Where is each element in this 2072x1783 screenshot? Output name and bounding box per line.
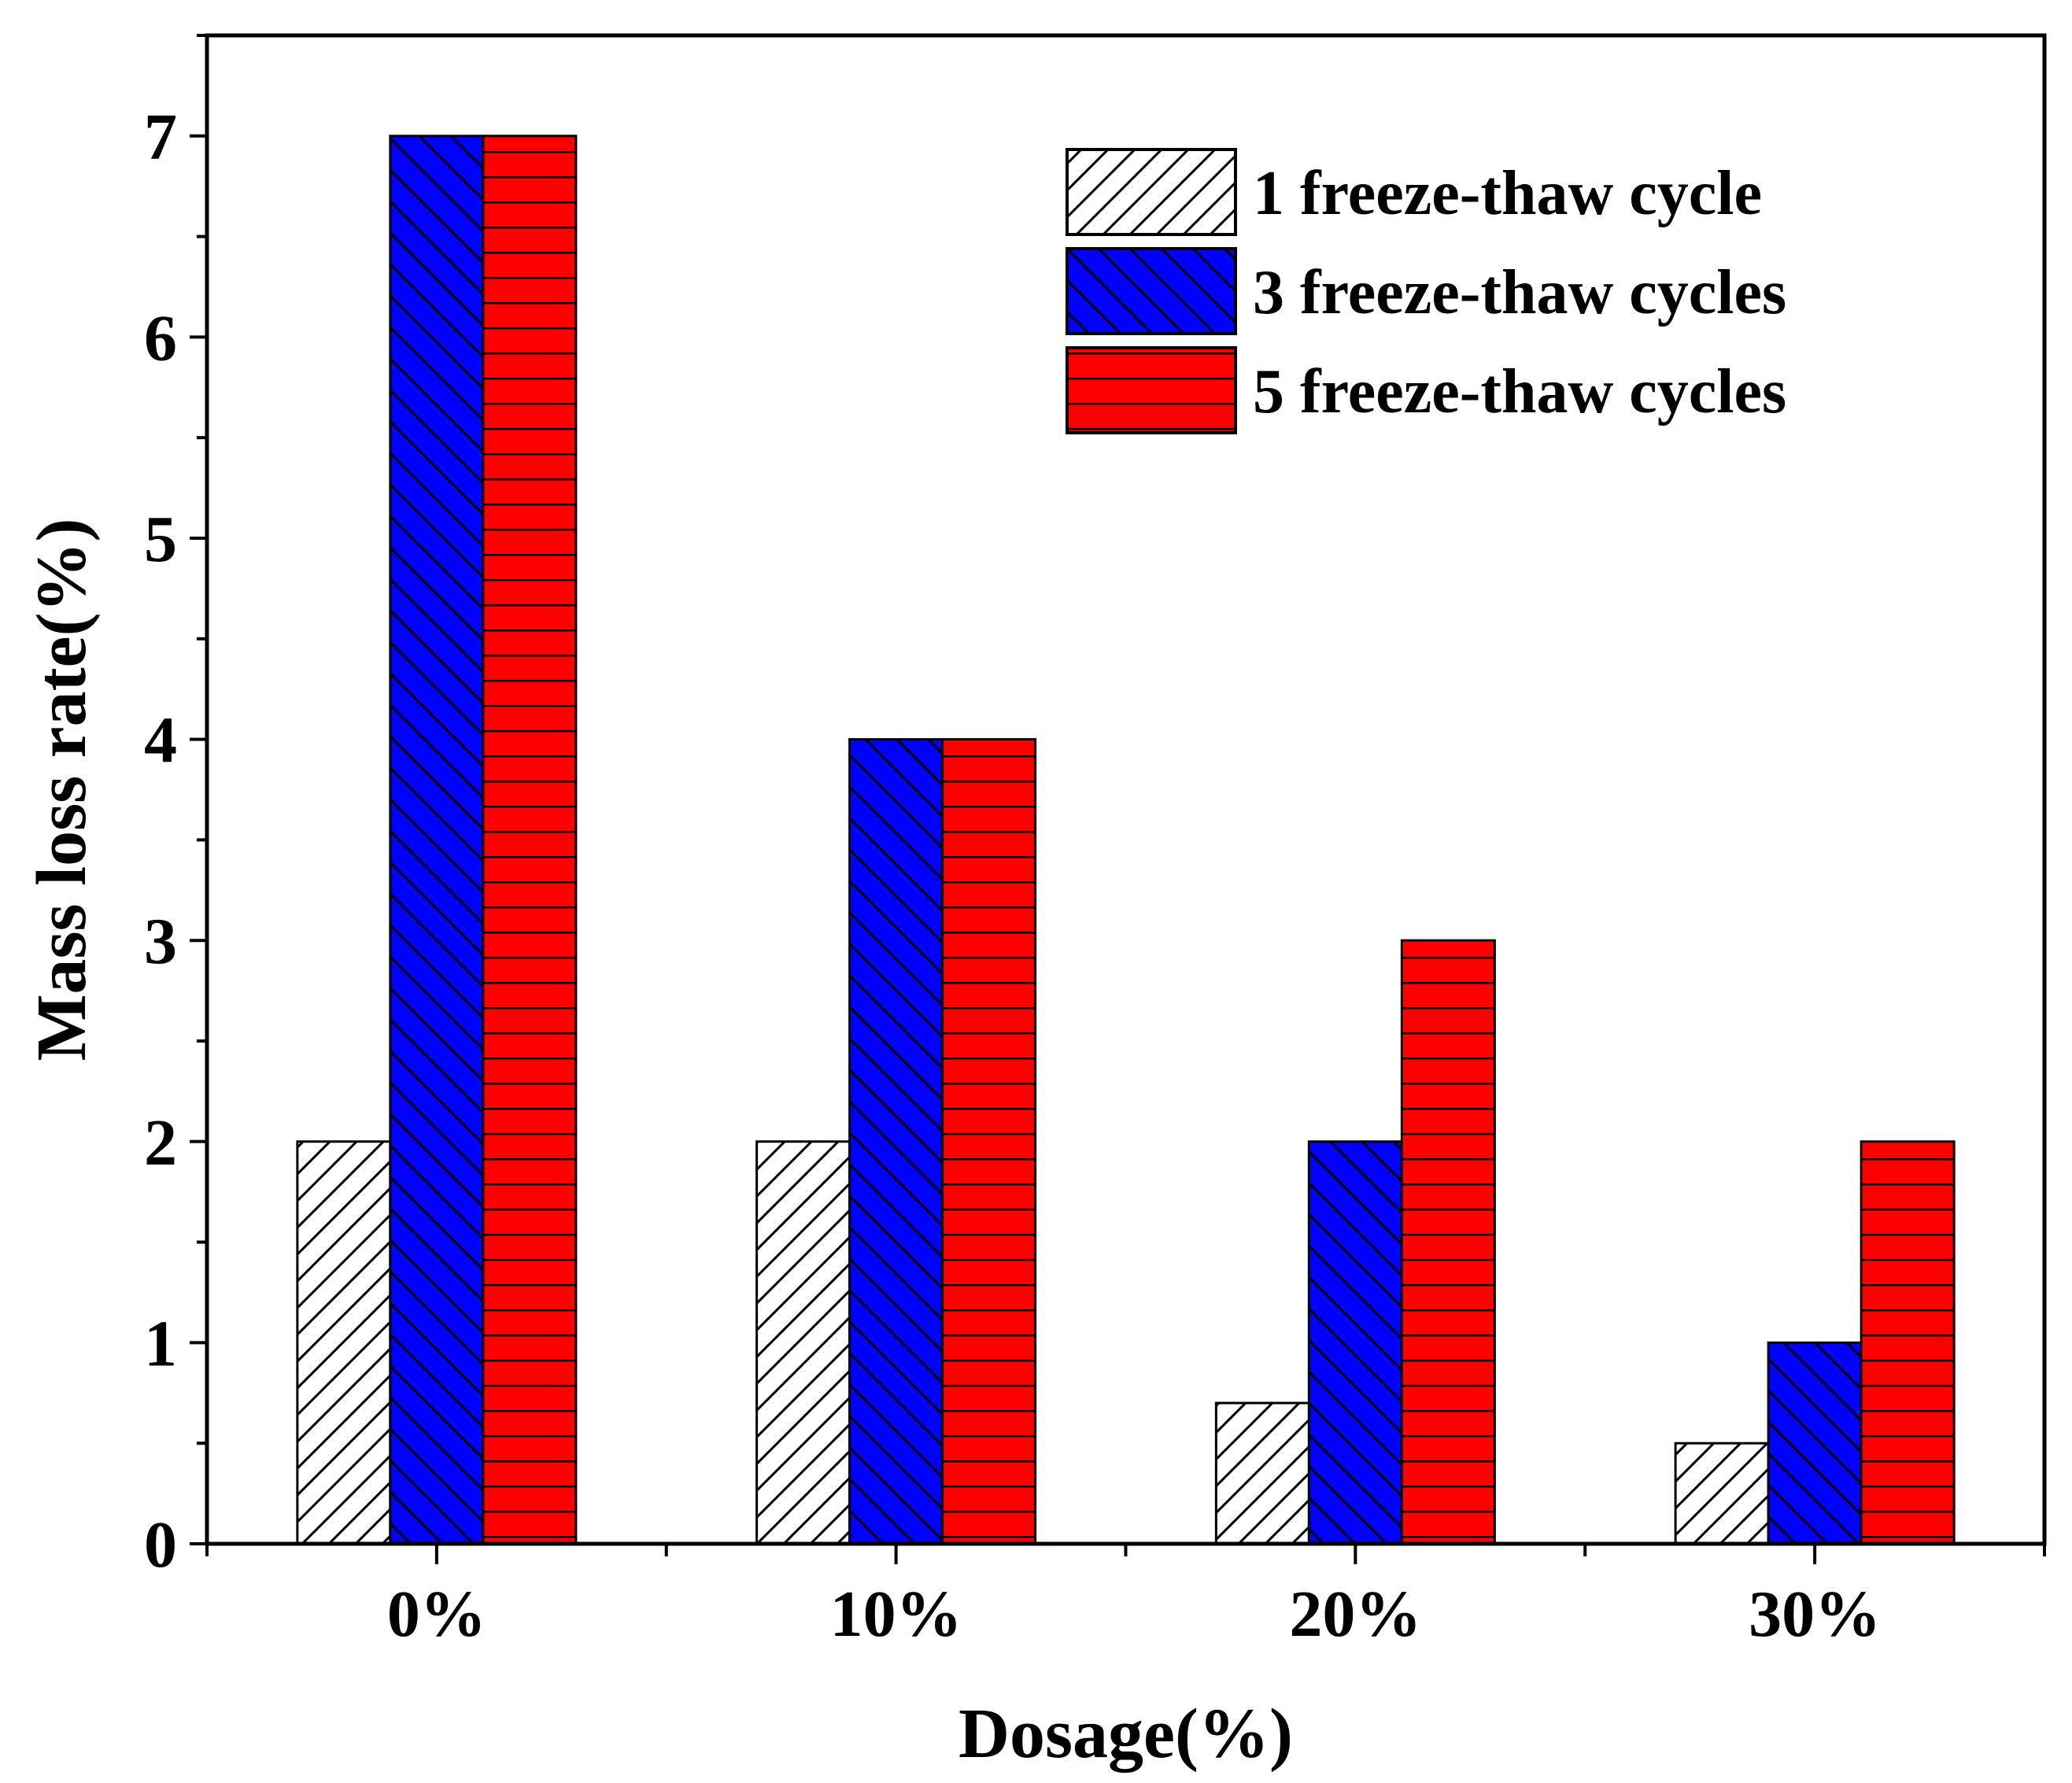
bar-s2-1-pattern [848, 738, 944, 1545]
y-tick-label: 3 [144, 905, 177, 978]
y-tick-label: 5 [144, 503, 177, 576]
legend-label-3: 5 freeze-thaw cycles [1253, 357, 1786, 426]
y-tick-label: 4 [144, 704, 177, 777]
x-tick-label: 30% [1749, 1578, 1881, 1651]
bar-s1-3-pattern [1674, 1442, 1770, 1545]
bar-s2-0-pattern [389, 135, 485, 1545]
x-tick-label: 0% [387, 1578, 486, 1651]
legend-label-2: 3 freeze-thaw cycles [1253, 258, 1786, 327]
axes-group: 0 1 2 3 4 5 6 7 0% 10% 20% 30% Dosage(%) Mass loss ra… [23, 33, 2047, 1773]
bars-group [296, 135, 1956, 1545]
legend: 1 freeze-thaw cycle 3 freeze-thaw cycles 5… [1066, 148, 1786, 434]
legend-label-1: 1 freeze-thaw cycle [1253, 159, 1762, 228]
y-axis-title: Mass loss rate(%) [23, 519, 101, 1061]
x-axis-title: Dosage(%) [958, 1695, 1293, 1773]
x-tick-label: 20% [1289, 1578, 1421, 1651]
bar-s3-0-pattern [482, 135, 578, 1545]
bar-s1-2-pattern [1214, 1401, 1310, 1545]
bar-s3-2-pattern [1400, 939, 1496, 1545]
bar-s1-0-pattern [296, 1140, 392, 1545]
legend-swatch-1 [1066, 148, 1237, 236]
legend-swatch-2 [1066, 247, 1237, 335]
bar-s2-3-pattern [1767, 1341, 1863, 1545]
y-tick-label: 1 [144, 1307, 177, 1380]
bar-s3-3-pattern [1860, 1140, 1956, 1545]
bar-s3-1-pattern [941, 738, 1037, 1545]
bar-s1-1-pattern [755, 1140, 851, 1545]
y-tick-label: 2 [144, 1106, 177, 1179]
x-tick-label: 10% [830, 1578, 962, 1651]
bar-s2-2-pattern [1307, 1140, 1403, 1545]
y-tick-label: 6 [144, 301, 177, 375]
y-tick-label: 7 [144, 101, 177, 174]
y-tick-label: 0 [144, 1508, 177, 1582]
legend-swatch-3 [1066, 346, 1237, 434]
